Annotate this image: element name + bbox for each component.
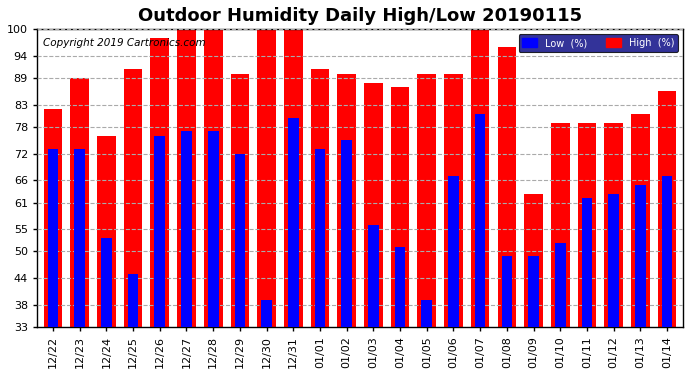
Bar xyxy=(48,149,59,375)
Bar xyxy=(181,132,192,375)
Bar xyxy=(395,247,406,375)
Bar xyxy=(235,154,245,375)
Bar xyxy=(342,140,352,375)
Bar xyxy=(230,74,249,375)
Bar xyxy=(444,74,463,375)
Bar xyxy=(448,176,459,375)
Bar xyxy=(662,176,672,375)
Bar xyxy=(475,114,486,375)
Bar xyxy=(257,29,276,375)
Bar xyxy=(150,38,169,375)
Bar xyxy=(391,87,409,375)
Bar xyxy=(524,194,543,375)
Bar xyxy=(368,225,379,375)
Bar xyxy=(75,149,85,375)
Bar xyxy=(551,123,569,375)
Bar xyxy=(43,109,62,375)
Title: Outdoor Humidity Daily High/Low 20190115: Outdoor Humidity Daily High/Low 20190115 xyxy=(138,7,582,25)
Bar xyxy=(124,69,142,375)
Bar xyxy=(555,243,566,375)
Bar xyxy=(97,136,116,375)
Bar xyxy=(422,300,432,375)
Bar xyxy=(364,82,383,375)
Bar xyxy=(417,74,436,375)
Bar xyxy=(208,132,219,375)
Bar xyxy=(604,123,623,375)
Bar xyxy=(101,238,112,375)
Bar xyxy=(128,274,139,375)
Bar xyxy=(337,74,356,375)
Bar xyxy=(578,123,596,375)
Bar xyxy=(609,194,619,375)
Bar xyxy=(502,256,512,375)
Bar xyxy=(177,29,196,375)
Bar xyxy=(70,78,89,375)
Bar xyxy=(284,29,303,375)
Bar xyxy=(529,256,539,375)
Bar xyxy=(631,114,650,375)
Bar xyxy=(262,300,272,375)
Legend: Low  (%), High  (%): Low (%), High (%) xyxy=(518,34,678,52)
Bar xyxy=(497,47,516,375)
Bar xyxy=(658,92,676,375)
Bar xyxy=(288,118,299,375)
Bar xyxy=(155,136,165,375)
Bar xyxy=(315,149,325,375)
Text: Copyright 2019 Cartronics.com: Copyright 2019 Cartronics.com xyxy=(43,38,206,48)
Bar xyxy=(635,185,646,375)
Bar xyxy=(204,29,222,375)
Bar xyxy=(582,198,592,375)
Bar xyxy=(310,69,329,375)
Bar xyxy=(471,29,489,375)
